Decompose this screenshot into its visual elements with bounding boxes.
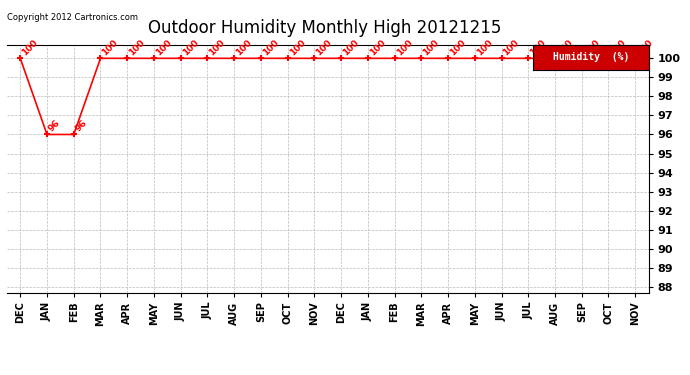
Text: 100: 100 — [448, 38, 468, 57]
Text: 100: 100 — [635, 38, 655, 57]
Text: 100: 100 — [234, 38, 254, 57]
Text: 100: 100 — [502, 38, 521, 57]
Text: 100: 100 — [555, 38, 575, 57]
Text: 100: 100 — [261, 38, 280, 57]
Text: 100: 100 — [208, 38, 227, 57]
Text: 96: 96 — [47, 118, 62, 134]
Text: 100: 100 — [181, 38, 200, 57]
Text: 100: 100 — [20, 38, 40, 57]
Text: 100: 100 — [127, 38, 147, 57]
Text: 100: 100 — [154, 38, 173, 57]
Text: Outdoor Humidity Monthly High 20121215: Outdoor Humidity Monthly High 20121215 — [148, 19, 501, 37]
Text: 96: 96 — [74, 118, 89, 134]
Text: 100: 100 — [422, 38, 441, 57]
Text: 100: 100 — [101, 38, 120, 57]
Text: 100: 100 — [582, 38, 601, 57]
Text: Copyright 2012 Cartronics.com: Copyright 2012 Cartronics.com — [7, 13, 138, 22]
Text: 100: 100 — [529, 38, 548, 57]
Text: 100: 100 — [315, 38, 334, 57]
Text: 100: 100 — [288, 38, 307, 57]
Text: 100: 100 — [609, 38, 628, 57]
Text: 100: 100 — [475, 38, 494, 57]
Text: 100: 100 — [368, 38, 387, 57]
Text: 100: 100 — [395, 38, 414, 57]
Text: 100: 100 — [341, 38, 361, 57]
